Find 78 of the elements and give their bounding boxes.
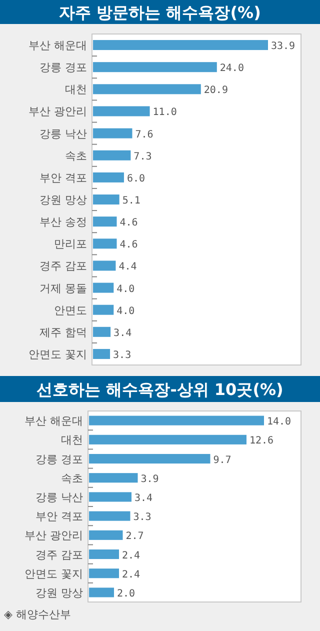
bar [93,282,114,293]
y-tick-label: 강원 망상 [40,194,87,206]
y-tick-label: 속초 [61,472,83,485]
bar [89,434,246,444]
y-tick-label: 만리포 [54,238,87,251]
y-tick-label: 부안 격포 [36,510,83,524]
data-label: 33.9 [271,41,296,52]
data-label: 2.7 [126,531,144,542]
bar [89,454,210,464]
bar [93,150,131,160]
bar [89,530,123,540]
data-label: 2.4 [122,569,140,580]
data-label: 4.0 [116,306,135,317]
bar [93,172,124,182]
y-tick-label: 강릉 낙산 [36,490,83,504]
y-tick-label: 제주 함덕 [40,326,87,339]
y-tick-label: 부산 송정 [40,216,87,229]
bar [93,260,116,271]
bar [93,194,120,204]
data-label: 2.4 [122,550,140,562]
bar [89,492,132,502]
y-tick-label: 경주 감포 [40,260,87,273]
bar [93,216,117,227]
bar [89,511,130,521]
y-tick-label: 거제 몽돌 [40,282,87,295]
data-label: 12.6 [250,436,274,447]
data-label: 2.0 [117,588,136,600]
data-label: 3.4 [114,328,132,339]
bar [93,84,201,94]
data-label: 4.6 [120,218,138,229]
y-tick-label: 강릉 경포 [36,452,83,466]
y-tick-label: 강릉 경포 [40,61,87,74]
data-label: 3.3 [113,350,132,361]
bar [89,549,119,560]
y-tick-label: 경주 감포 [36,548,83,562]
data-label: 9.7 [213,454,232,466]
data-label: 20.9 [204,85,228,96]
y-tick-label: 부산 해운대 [28,39,87,52]
y-tick-label: 대천 [65,83,87,96]
data-label: 3.9 [140,474,159,485]
chart-title: 자주 방문하는 해수욕장(%) [59,3,261,22]
y-tick-label: 안면도 꽃지 [28,348,87,361]
bar [93,106,150,116]
bar [89,416,264,426]
bar [93,238,117,249]
data-label: 6.0 [126,173,146,184]
data-label: 4.0 [116,284,135,295]
y-tick-label: 안면도 꽃지 [24,567,83,580]
bar [89,588,114,598]
text: ◈ 해양수산부 [4,608,71,621]
y-tick-label: 부산 해운대 [24,414,83,428]
y-tick-label: 부산 광안리 [28,105,87,118]
bar [93,62,217,72]
data-label: 24.0 [220,63,244,74]
y-tick-label: 속초 [65,149,87,162]
data-label: 5.1 [122,196,140,206]
bar [93,304,114,315]
data-label: 7.3 [134,151,152,162]
data-label: 7.6 [135,129,154,140]
data-label: 3.4 [134,492,153,504]
bar [93,348,110,359]
bar [93,326,111,337]
y-tick-label: 대천 [61,434,83,447]
bar [89,568,119,578]
data-label: 3.3 [133,512,152,524]
y-tick-label: 강릉 낙산 [40,127,87,140]
bar [89,473,138,483]
y-tick-label: 강원 망상 [36,586,83,600]
data-label: 4.4 [118,262,137,273]
bar [93,128,132,138]
chart-title: 선호하는 해수욕장-상위 10곳(%) [36,380,284,399]
y-tick-label: 안면도 [54,304,87,317]
y-tick-label: 부산 광안리 [24,529,83,542]
y-tick-label: 부안 격포 [40,171,87,184]
data-label: 4.6 [120,240,138,251]
data-label: 11.0 [152,107,177,118]
data-label: 14.0 [267,416,292,428]
bar [93,40,268,50]
